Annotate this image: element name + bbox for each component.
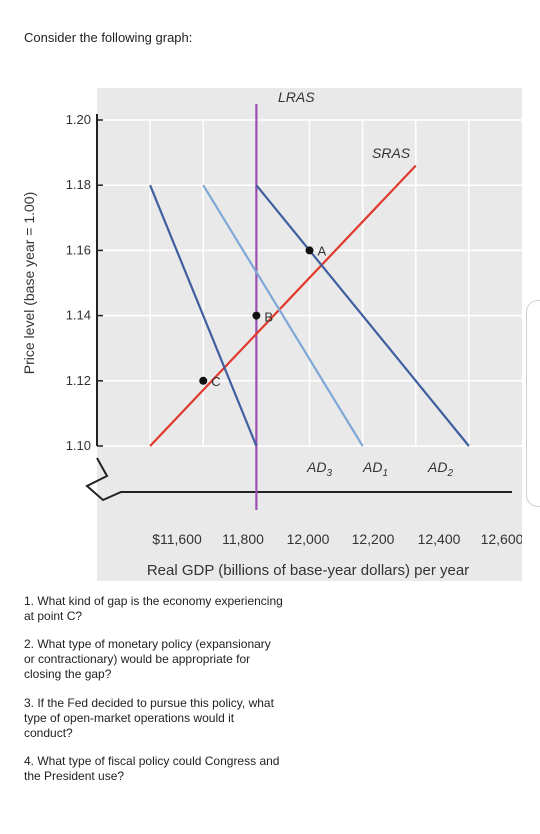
- ad-as-chart: 1.20 1.18 1.16 1.14 1.12 1.10 Price level (bas…: [21, 88, 522, 581]
- question-3: 3. If the Fed decided to pursue this pol…: [24, 696, 274, 740]
- x-tick-label: 12,400: [418, 531, 461, 547]
- y-tick-label: 1.14: [66, 308, 91, 323]
- y-tick-label: 1.18: [66, 177, 91, 192]
- y-tick-label: 1.20: [66, 112, 91, 127]
- point-c: [199, 376, 208, 385]
- y-tick-label: 1.16: [66, 242, 91, 257]
- series-line-ad3: [149, 184, 258, 447]
- question-2: 2. What type of monetary policy (expansi…: [24, 637, 271, 681]
- y-tick-label: 1.12: [66, 373, 91, 388]
- question-1: 1. What kind of gap is the economy exper…: [24, 594, 283, 623]
- point-label-b: B: [264, 310, 273, 325]
- x-tick-label: 11,800: [222, 531, 264, 547]
- series-line-sras: [149, 164, 417, 447]
- x-tick-label: 12,600: [481, 531, 522, 547]
- y-axis-title: Price level (base year = 1.00): [21, 192, 37, 374]
- series-line-ad2: [255, 184, 470, 447]
- x-tick-label: 12,200: [352, 531, 395, 547]
- series-label-ad1: AD1: [362, 459, 388, 479]
- point-label-a: A: [318, 243, 327, 258]
- series-label-ad2: AD2: [427, 459, 453, 479]
- x-axis-break-line: [85, 457, 512, 502]
- point-b: [252, 311, 261, 320]
- series-label-lras: LRAS: [278, 89, 315, 105]
- question-4: 4. What type of fiscal policy could Cong…: [24, 754, 280, 783]
- point-label-c: C: [211, 374, 220, 389]
- series-label-sras: SRAS: [372, 145, 411, 161]
- series-line-ad1: [202, 184, 364, 447]
- x-tick-label: $11,600: [152, 531, 202, 547]
- point-a: [305, 246, 314, 255]
- side-panel-tab[interactable]: [526, 300, 540, 507]
- prompt-text: Consider the following graph:: [24, 30, 193, 45]
- y-tick-label: 1.10: [66, 438, 91, 453]
- series-label-ad3: AD3: [306, 459, 332, 479]
- x-tick-label: 12,000: [287, 531, 330, 547]
- x-axis-title: Real GDP (billions of base-year dollars)…: [147, 562, 469, 579]
